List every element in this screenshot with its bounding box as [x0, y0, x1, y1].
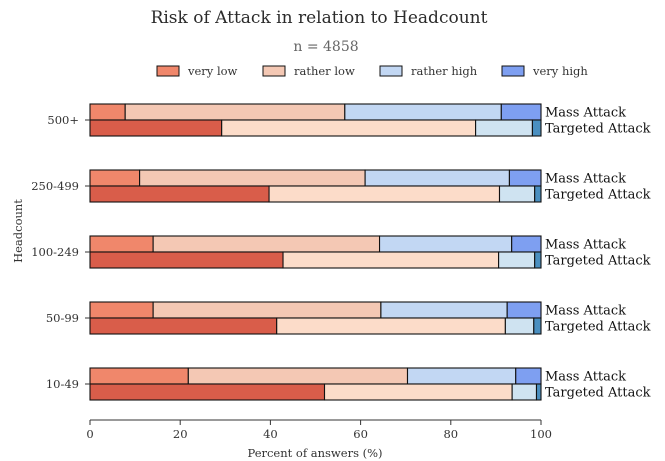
legend-label: very low	[187, 64, 238, 78]
x-tick-label: 20	[173, 427, 188, 441]
bar-segment-500+-mass-attack-2	[344, 103, 502, 121]
bar-segment-50-99-mass-attack-3	[506, 301, 542, 319]
x-tick-label: 100	[530, 427, 552, 441]
bar-end-label: Targeted Attack	[545, 122, 651, 137]
x-tick-label: 80	[443, 427, 458, 441]
bar-segment-500+-targeted-attack-3	[531, 119, 542, 137]
y-tick-label: 500+	[47, 113, 79, 127]
x-axis: 0 20 40 60 80 100	[86, 419, 552, 441]
bar-segment-10-49-mass-attack-3	[515, 367, 542, 385]
bar-segment-100-249-targeted-attack-0	[89, 251, 284, 269]
bar-segment-50-99-targeted-attack-2	[504, 317, 535, 335]
bar-segment-10-49-mass-attack-0	[89, 367, 189, 385]
legend-label: very high	[532, 64, 588, 78]
bar-end-label: Targeted Attack	[545, 254, 651, 269]
bar-segment-50-99-targeted-attack-1	[276, 317, 506, 335]
y-tick-label: 250-499	[31, 179, 79, 193]
bar-segment-10-49-targeted-attack-2	[511, 383, 538, 401]
bar-segment-10-49-mass-attack-1	[187, 367, 409, 385]
bar-segment-10-49-targeted-attack-1	[323, 383, 513, 401]
bar-end-label: Targeted Attack	[545, 320, 651, 335]
legend: very low rather low rather high very high	[156, 64, 588, 78]
bar-segment-250-499-mass-attack-3	[508, 169, 542, 187]
bar-end-label: Mass Attack	[545, 370, 626, 385]
bar-segment-100-249-mass-attack-1	[152, 235, 381, 253]
legend-label: rather low	[294, 64, 355, 78]
bar-segment-500+-targeted-attack-1	[221, 119, 477, 137]
legend-swatch	[501, 65, 525, 77]
chart-subtitle: n = 4858	[293, 39, 358, 55]
bar-segment-50-99-mass-attack-1	[152, 301, 382, 319]
bar-segment-500+-mass-attack-1	[124, 103, 346, 121]
bar-segment-10-49-mass-attack-2	[406, 367, 517, 385]
chart-title: Risk of Attack in relation to Headcount	[151, 8, 488, 28]
bar-segment-50-99-mass-attack-0	[89, 301, 154, 319]
y-tick-label: 10-49	[46, 377, 79, 391]
bar-segment-500+-mass-attack-3	[500, 103, 542, 121]
bar-end-label: Mass Attack	[545, 172, 626, 187]
bar-segment-100-249-targeted-attack-1	[282, 251, 500, 269]
x-tick-label: 60	[353, 427, 368, 441]
bar-segment-250-499-targeted-attack-1	[268, 185, 501, 203]
bar-segment-50-99-mass-attack-2	[380, 301, 508, 319]
bar-segment-10-49-targeted-attack-0	[89, 383, 326, 401]
bar-segment-250-499-mass-attack-1	[139, 169, 366, 187]
bar-segment-500+-mass-attack-0	[89, 103, 126, 121]
bar-segment-100-249-mass-attack-2	[378, 235, 513, 253]
bar-segment-500+-targeted-attack-0	[89, 119, 223, 137]
bar-segment-250-499-mass-attack-0	[89, 169, 141, 187]
y-axis: 500+ 250-499 100-249 50-99 10-49	[31, 113, 90, 391]
legend-swatch	[156, 65, 180, 77]
bar-end-label: Targeted Attack	[545, 188, 651, 203]
y-tick-label: 50-99	[46, 311, 79, 325]
x-tick-label: 0	[86, 427, 93, 441]
y-tick-label: 100-249	[31, 245, 79, 259]
x-axis-label: Percent of answers (%)	[247, 446, 382, 460]
bar-segment-100-249-mass-attack-0	[89, 235, 154, 253]
legend-swatch	[262, 65, 286, 77]
bar-segment-50-99-targeted-attack-0	[89, 317, 278, 335]
bar-end-label: Mass Attack	[545, 304, 626, 319]
legend-label: rather high	[411, 64, 478, 78]
bar-segment-100-249-targeted-attack-3	[534, 251, 542, 269]
bar-end-label: Mass Attack	[545, 238, 626, 253]
bar-segment-10-49-targeted-attack-3	[535, 383, 542, 401]
bar-segment-250-499-targeted-attack-0	[89, 185, 270, 203]
bars	[89, 103, 542, 401]
bar-segment-100-249-mass-attack-3	[511, 235, 542, 253]
bar-end-label: Targeted Attack	[545, 386, 651, 401]
bar-end-label: Mass Attack	[545, 106, 626, 121]
bar-segment-250-499-targeted-attack-3	[534, 185, 542, 203]
x-tick-label: 40	[263, 427, 278, 441]
bar-segment-100-249-targeted-attack-2	[498, 251, 536, 269]
y-axis-label: Headcount	[11, 199, 25, 263]
bar-segment-250-499-mass-attack-2	[364, 169, 510, 187]
legend-swatch	[379, 65, 403, 77]
bar-segment-500+-targeted-attack-2	[475, 119, 533, 137]
bar-segment-250-499-targeted-attack-2	[498, 185, 536, 203]
bar-segment-50-99-targeted-attack-3	[533, 317, 542, 335]
